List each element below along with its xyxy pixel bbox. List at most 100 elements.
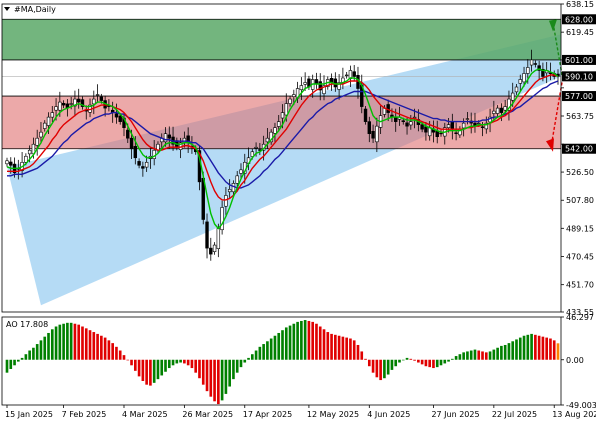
ao-bar bbox=[364, 358, 367, 360]
ao-bar bbox=[284, 327, 288, 360]
ao-bar bbox=[13, 359, 16, 366]
ao-bar bbox=[250, 354, 254, 360]
ao-bar bbox=[243, 359, 247, 363]
ao-y-tick-label: -49.003 bbox=[566, 401, 596, 410]
ao-bar bbox=[262, 344, 265, 360]
ao-bar bbox=[50, 329, 54, 360]
ao-bar bbox=[179, 359, 182, 363]
candle bbox=[61, 102, 66, 106]
candle bbox=[533, 63, 538, 65]
ao-bar bbox=[545, 337, 548, 360]
ao-bar bbox=[5, 359, 9, 373]
ao-bar bbox=[96, 333, 99, 360]
price-tag bbox=[562, 54, 596, 65]
chart-title: #MA,Daily bbox=[14, 5, 56, 14]
ao-bar bbox=[439, 359, 443, 366]
y-tick-label: 507.80 bbox=[566, 196, 594, 205]
ao-bar bbox=[149, 359, 152, 386]
ao-bar bbox=[167, 359, 171, 369]
candle bbox=[503, 106, 507, 111]
candle bbox=[216, 228, 221, 249]
candle bbox=[205, 221, 209, 249]
ao-bar bbox=[190, 359, 194, 369]
ao-bar bbox=[398, 359, 401, 363]
candle bbox=[284, 103, 288, 116]
ao-bar bbox=[54, 326, 58, 360]
forecast-up-arrow bbox=[552, 22, 563, 76]
ao-bar bbox=[518, 337, 522, 360]
ao-bar bbox=[401, 359, 405, 361]
candle bbox=[318, 81, 322, 91]
price-tag-label: 542.00 bbox=[565, 145, 593, 154]
ao-bar bbox=[496, 347, 499, 360]
ao-bar bbox=[77, 324, 81, 360]
ao-y-tick-label: 0.00 bbox=[566, 356, 584, 365]
price-pane bbox=[2, 18, 563, 306]
ao-bar bbox=[424, 359, 428, 367]
x-tick-label: 22 Jul 2025 bbox=[492, 410, 537, 419]
candle bbox=[277, 121, 281, 127]
ao-bar bbox=[17, 359, 20, 362]
ao-bar bbox=[126, 359, 130, 361]
price-tag-label: 577.00 bbox=[565, 92, 593, 101]
candle bbox=[95, 94, 100, 96]
price-tag-label: 628.00 bbox=[565, 15, 593, 24]
price-tag bbox=[562, 14, 596, 25]
ao-bar bbox=[526, 334, 530, 360]
candle bbox=[141, 166, 145, 169]
ao-bar bbox=[469, 350, 473, 360]
triangle-down-icon[interactable] bbox=[4, 7, 10, 11]
ao-bar bbox=[130, 359, 133, 366]
candle bbox=[239, 169, 243, 174]
candle bbox=[454, 132, 458, 134]
ao-bar bbox=[152, 359, 156, 383]
candle bbox=[50, 112, 54, 118]
x-tick-label: 4 Mar 2025 bbox=[122, 410, 168, 419]
ao-bar bbox=[311, 321, 315, 360]
ao-bar bbox=[315, 323, 318, 360]
candle bbox=[209, 247, 213, 255]
ao-bar bbox=[417, 359, 420, 363]
ao-bar bbox=[481, 351, 484, 360]
ao-bar bbox=[58, 324, 62, 360]
ao-bar bbox=[28, 350, 31, 360]
candle bbox=[144, 161, 149, 168]
ao-bar bbox=[466, 351, 469, 360]
candle bbox=[9, 161, 13, 166]
candle bbox=[39, 131, 43, 138]
x-tick-label: 27 Jun 2025 bbox=[431, 410, 479, 419]
ao-bar bbox=[307, 320, 311, 360]
ao-bar bbox=[303, 320, 307, 360]
ao-bar bbox=[186, 359, 190, 366]
candle bbox=[265, 137, 270, 143]
ao-bar bbox=[201, 359, 205, 385]
ao-bar bbox=[420, 359, 424, 365]
candle bbox=[446, 124, 451, 128]
candle bbox=[288, 98, 292, 104]
candle bbox=[77, 98, 81, 103]
ao-bar bbox=[81, 326, 84, 360]
ao-bar bbox=[484, 352, 488, 360]
x-tick-label: 17 Apr 2025 bbox=[243, 410, 292, 419]
ao-bar bbox=[492, 349, 496, 360]
ao-bar bbox=[111, 343, 114, 360]
candle bbox=[401, 120, 405, 122]
ao-bar bbox=[194, 359, 198, 373]
ao-bar bbox=[39, 340, 43, 360]
x-tick-label: 7 Feb 2025 bbox=[62, 410, 107, 419]
ao-bar bbox=[217, 359, 220, 405]
y-tick-label: 526.50 bbox=[566, 168, 594, 177]
ao-bar bbox=[458, 354, 462, 360]
candle bbox=[212, 244, 217, 253]
candle bbox=[363, 108, 368, 122]
ao-bar bbox=[447, 359, 450, 362]
candle bbox=[526, 67, 530, 74]
candle bbox=[337, 82, 341, 90]
ao-bar bbox=[507, 343, 511, 360]
ao-bar bbox=[390, 359, 394, 370]
ao-bar bbox=[73, 323, 77, 360]
candle bbox=[292, 94, 296, 97]
candle bbox=[73, 98, 77, 107]
candle bbox=[54, 106, 58, 111]
